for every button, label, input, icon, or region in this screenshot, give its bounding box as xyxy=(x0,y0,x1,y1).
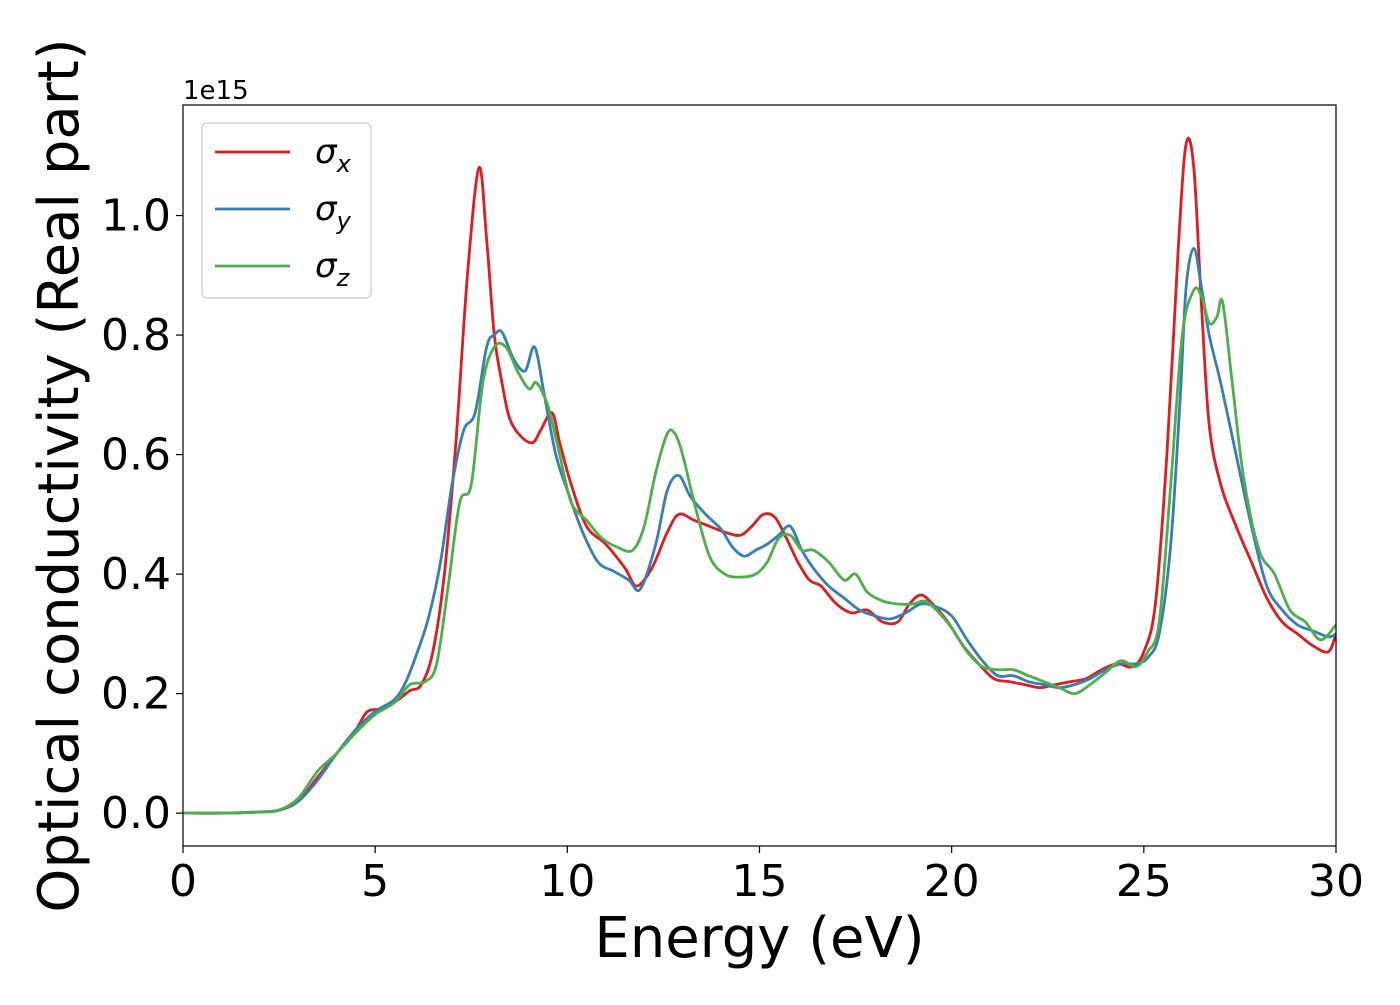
y-tick-label: 0.4 xyxy=(101,549,171,600)
x-tick-label: 10 xyxy=(539,856,595,907)
y-tick-label: 0.6 xyxy=(101,430,171,481)
series-line-z xyxy=(183,286,1336,815)
x-tick-label: 30 xyxy=(1308,856,1364,907)
x-tick-label: 25 xyxy=(1116,856,1172,907)
x-axis-title: Energy (eV) xyxy=(594,906,924,971)
legend-box xyxy=(201,122,372,299)
y-tick-label: 0.8 xyxy=(101,310,171,361)
y-axis-title: Optical conductivity (Real part) xyxy=(27,38,92,912)
legend: σx σy σz xyxy=(201,122,372,299)
legend-label-x: σx xyxy=(315,132,352,178)
y-tick-label: 0.0 xyxy=(101,788,171,839)
legend-label-z: σz xyxy=(315,246,351,292)
x-tick-label: 0 xyxy=(169,856,197,907)
y-tick-label: 0.2 xyxy=(101,669,171,720)
y-axis-ticks: 0.0 0.2 0.4 0.6 0.8 1.0 xyxy=(101,191,183,839)
y-offset-label: 1e15 xyxy=(183,76,249,106)
x-tick-label: 5 xyxy=(361,856,389,907)
series-line-y xyxy=(183,247,1336,815)
x-axis-ticks: 0 5 10 15 20 25 30 xyxy=(169,846,1364,907)
x-tick-label: 20 xyxy=(924,856,980,907)
y-tick-label: 1.0 xyxy=(101,191,171,242)
series-layer xyxy=(183,136,1336,815)
legend-label-y: σy xyxy=(315,189,352,235)
x-tick-label: 15 xyxy=(732,856,788,907)
